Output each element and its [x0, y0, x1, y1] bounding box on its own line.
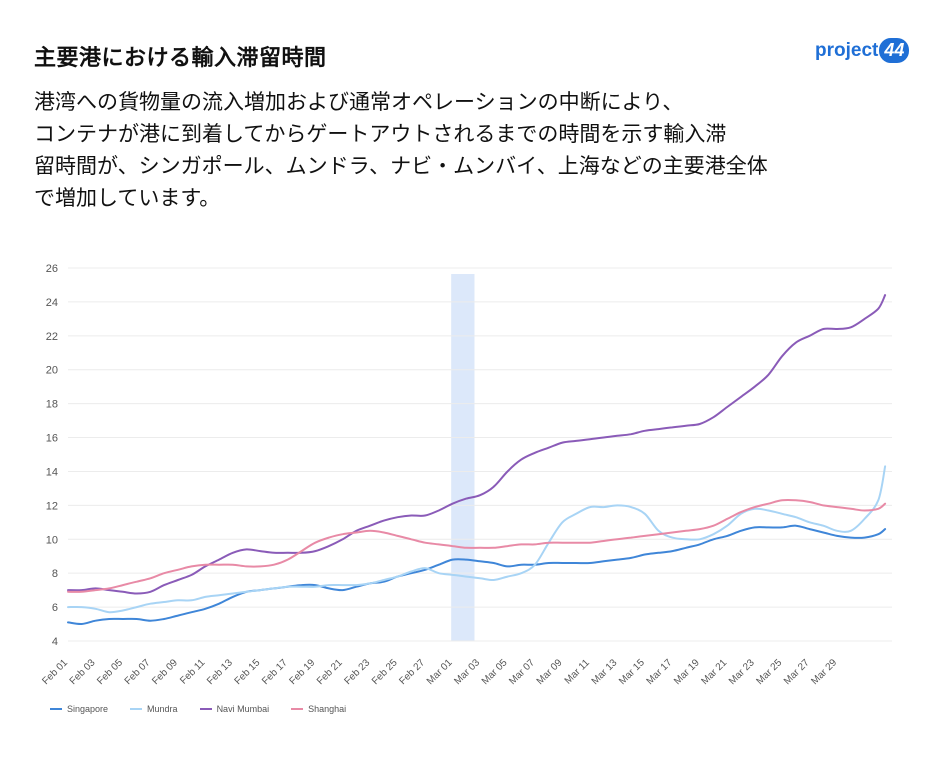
legend-label: Mundra — [147, 704, 178, 714]
highlight-band — [451, 274, 475, 641]
series-line-mundra — [67, 465, 887, 614]
x-tick-label: Mar 03 — [452, 657, 482, 687]
x-tick-label: Feb 07 — [123, 657, 153, 687]
logo-badge: 44 — [879, 38, 910, 63]
legend-item: Mundra — [130, 704, 178, 714]
x-tick-label: Mar 17 — [645, 657, 675, 687]
x-tick-label: Feb 15 — [233, 657, 263, 687]
y-tick-label: 4 — [52, 636, 58, 648]
x-tick-label: Feb 23 — [342, 657, 372, 687]
description-line: 港湾への貨物量の流入増加および通常オペレーションの中断により、 — [34, 90, 684, 114]
series-line-shanghai — [67, 498, 887, 593]
x-tick-label: Feb 03 — [68, 657, 98, 687]
legend-item: Singapore — [50, 704, 108, 714]
x-tick-label: Mar 27 — [782, 657, 812, 687]
x-tick-label: Feb 11 — [178, 657, 208, 687]
x-tick-label: Feb 05 — [95, 657, 125, 687]
x-tick-label: Mar 15 — [617, 657, 647, 687]
x-tick-label: Mar 11 — [563, 657, 593, 687]
y-tick-label: 22 — [46, 331, 58, 343]
logo-text: project — [815, 39, 879, 61]
description-line: コンテナが港に到着してからゲートアウトされるまでの時間を示す輸入滞 — [34, 122, 727, 146]
y-tick-label: 24 — [46, 297, 58, 309]
legend-item: Navi Mumbai — [199, 704, 270, 714]
y-tick-label: 26 — [46, 263, 58, 275]
y-tick-label: 14 — [46, 466, 58, 478]
y-tick-label: 6 — [52, 602, 58, 614]
x-tick-label: Mar 29 — [809, 657, 839, 687]
x-tick-label: Feb 01 — [40, 657, 70, 687]
x-tick-label: Feb 19 — [288, 657, 318, 687]
legend-swatch — [50, 708, 62, 710]
description-line: 留時間が、シンガポール、ムンドラ、ナビ・ムンバイ、上海などの主要港全体 — [34, 154, 768, 178]
x-tick-label: Mar 07 — [507, 657, 537, 687]
chart-legend: Singapore Mundra Navi Mumbai Shanghai — [50, 704, 346, 714]
series-line-singapore — [67, 524, 887, 626]
legend-swatch — [291, 708, 304, 710]
x-tick-label: Feb 13 — [205, 657, 235, 687]
y-tick-label: 18 — [46, 399, 58, 411]
page-title: 主要港における輸入滞留時間 — [34, 46, 327, 71]
x-tick-label: Feb 17 — [260, 657, 290, 687]
legend-item: Shanghai — [291, 704, 346, 714]
x-tick-label: Feb 09 — [150, 657, 180, 687]
legend-label: Shanghai — [308, 704, 347, 714]
y-tick-label: 20 — [46, 365, 58, 377]
y-tick-label: 8 — [52, 568, 58, 580]
legend-label: Singapore — [67, 704, 109, 714]
legend-label: Navi Mumbai — [216, 704, 270, 714]
project44-logo: project 44 — [815, 38, 910, 63]
description-line: で増加しています。 — [34, 186, 221, 210]
x-tick-label: Mar 23 — [727, 657, 757, 687]
x-tick-label: Mar 05 — [480, 657, 510, 687]
x-tick-label: Mar 13 — [590, 657, 620, 687]
description: 港湾への貨物量の流入増加および通常オペレーションの中断により、 コンテナが港に到… — [34, 86, 794, 214]
y-tick-label: 12 — [46, 500, 58, 512]
x-tick-label: Mar 09 — [535, 657, 565, 687]
series-line-navi-mumbai — [67, 294, 887, 595]
y-tick-label: 16 — [46, 433, 58, 445]
x-tick-label: Feb 25 — [370, 657, 400, 687]
x-tick-label: Mar 19 — [672, 657, 702, 687]
x-tick-label: Mar 25 — [754, 657, 784, 687]
legend-swatch — [130, 708, 143, 710]
x-tick-label: Mar 01 — [425, 657, 455, 687]
x-tick-label: Feb 21 — [315, 657, 345, 687]
y-tick-label: 10 — [46, 534, 58, 546]
x-tick-label: Mar 21 — [700, 657, 730, 687]
x-tick-label: Feb 27 — [397, 657, 427, 687]
legend-swatch — [199, 708, 212, 710]
